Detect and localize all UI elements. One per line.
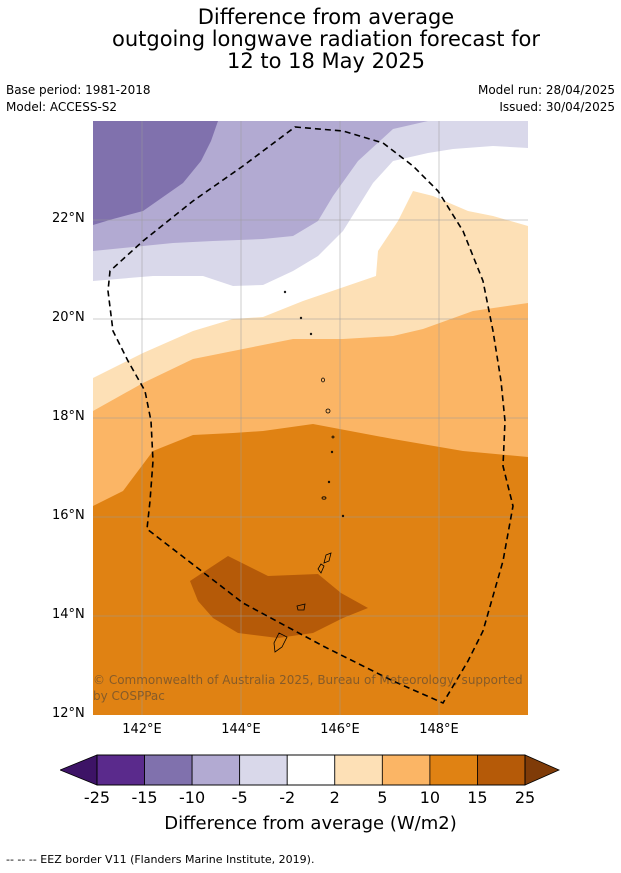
colorbar-tick-label: 25 [514,788,536,807]
lon-gridlines [141,121,440,715]
colorbar-cell [334,754,383,786]
colorbar-graphic [58,754,560,786]
lat-gridlines [93,219,528,617]
lon-label-142e: 142°E [122,722,162,737]
colorbar-tick-label: 5 [377,788,388,807]
base-period: Base period: 1981-2018 [6,83,151,97]
band-15-25 [190,556,368,638]
lat-label-18n: 18°N [52,409,85,424]
colorbar-cell [96,754,145,786]
colorbar-cell [239,754,288,786]
colorbar-cell [429,754,478,786]
colorbar-tick-label: 15 [467,788,488,807]
title-line-3: 12 to 18 May 2025 [226,49,426,73]
lat-label-16n: 16°N [52,508,85,523]
colorbar [58,754,562,790]
meta-right: Model run: 28/04/2025 Issued: 30/04/2025 [478,82,615,116]
lat-label-14n: 14°N [52,607,85,622]
colorbar-cell [191,754,241,786]
colorbar-tick-label: -10 [179,788,206,807]
colorbar-cell [381,754,431,786]
map-panel [93,121,528,715]
copyright-notice: © Commonwealth of Australia 2025, Bureau… [93,673,523,703]
mariana-islands [273,290,345,653]
issued-date: Issued: 30/04/2025 [499,100,615,114]
colorbar-tick-label: 10 [419,788,441,807]
colorbar-cell [477,754,526,786]
colorbar-tick-label: -2 [279,788,296,807]
lon-label-144e: 144°E [221,722,261,737]
olr-anomaly-map [93,121,528,715]
meta-left: Base period: 1981-2018 Model: ACCESS-S2 [6,82,151,116]
colorbar-cell [144,754,193,786]
model-name: Model: ACCESS-S2 [6,100,118,114]
eez-legend: -- -- -- EEZ border V11 (Flanders Marine… [6,853,315,866]
title-line-2: outgoing longwave radiation forecast for [111,27,541,51]
lat-label-20n: 20°N [52,310,85,325]
colorbar-extend-low [58,754,98,786]
colorbar-title: Difference from average (W/m2) [164,813,457,834]
chart-title: Difference from average outgoing longwav… [0,6,621,72]
colorbar-tick-label: -15 [131,788,158,807]
lon-label-148e: 148°E [419,722,459,737]
lon-label-146e: 146°E [320,722,360,737]
colorbar-cell [286,754,336,786]
lat-label-22n: 22°N [52,211,85,226]
colorbar-tick-label: 2 [329,788,340,807]
colorbar-tick-label: -25 [83,788,111,807]
eez-border [107,126,514,705]
title-line-1: Difference from average [197,5,455,29]
model-run: Model run: 28/04/2025 [477,83,615,97]
lat-label-12n: 12°N [52,706,85,721]
colorbar-tick-label: -5 [231,788,248,807]
colorbar-extend-high [524,754,560,786]
band-minus15-minus10 [93,121,218,225]
